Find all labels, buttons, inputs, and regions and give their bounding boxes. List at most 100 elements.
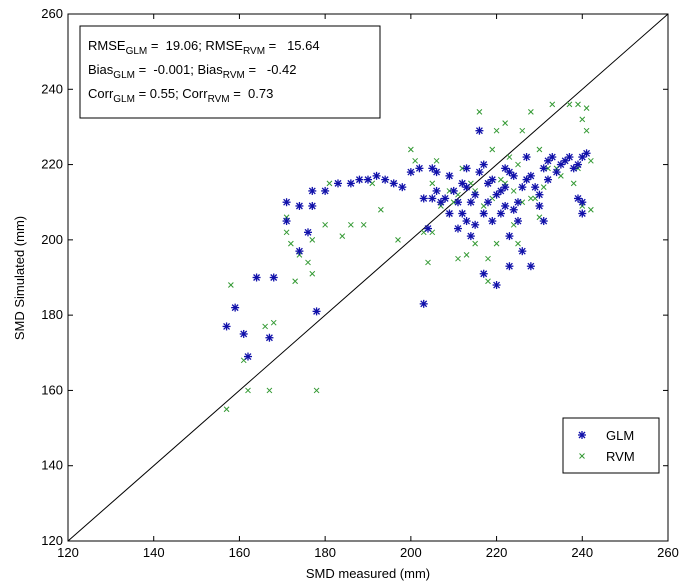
rvm-legend-symbol xyxy=(579,453,585,459)
stats-bias-value-glm: = -0.001; xyxy=(135,62,198,77)
rvm-point xyxy=(455,255,461,262)
rvm-point xyxy=(583,127,590,134)
rvm-point xyxy=(313,387,320,394)
glm-point xyxy=(458,209,467,218)
stats-bias-label-rvm: Bias xyxy=(197,62,223,77)
rvm-point xyxy=(485,278,491,285)
rvm-point xyxy=(570,180,577,187)
stats-corr-sub-glm: GLM xyxy=(113,94,135,105)
rvm-point xyxy=(519,199,526,206)
stats-bias-value-rvm: = -0.42 xyxy=(245,62,297,77)
data-points xyxy=(222,101,594,413)
legend-label-rvm: RVM xyxy=(606,449,635,464)
legend-rvm-marker xyxy=(579,453,585,459)
glm-point xyxy=(582,149,591,158)
y-tick-label: 140 xyxy=(41,458,63,473)
glm-point xyxy=(479,269,488,278)
legend-glm-marker xyxy=(578,431,586,439)
glm-point xyxy=(466,198,475,207)
rvm-point xyxy=(305,259,311,266)
glm-point xyxy=(372,171,381,180)
stats-line-corr: CorrGLM = 0.55; CorrRVM = 0.73 xyxy=(88,86,273,105)
x-tick-label: 140 xyxy=(143,545,165,560)
x-axis-label: SMD measured (mm) xyxy=(306,566,430,581)
glm-point xyxy=(445,209,454,218)
rvm-point xyxy=(536,146,543,153)
y-tick-label: 180 xyxy=(41,307,63,322)
stats-bias-sub-glm: GLM xyxy=(113,70,135,81)
legend-label-glm: GLM xyxy=(606,428,634,443)
y-tick-label: 220 xyxy=(41,157,63,172)
glm-point xyxy=(424,224,432,233)
rvm-point xyxy=(309,270,316,277)
rvm-point xyxy=(292,278,298,285)
glm-point xyxy=(514,198,522,207)
glm-point xyxy=(475,126,484,135)
glm-point xyxy=(526,171,535,180)
glm-point xyxy=(505,232,514,241)
glm-point xyxy=(565,153,574,162)
rvm-point xyxy=(223,406,230,413)
glm-point xyxy=(479,160,488,169)
stats-rmse-sub-rvm: RVM xyxy=(243,46,265,57)
rvm-point xyxy=(528,195,534,202)
rvm-point xyxy=(583,105,590,111)
glm-point xyxy=(471,190,480,199)
x-tick-label: 180 xyxy=(314,545,336,560)
x-tick-label: 220 xyxy=(486,545,508,560)
glm-point xyxy=(578,198,587,207)
rvm-point xyxy=(502,120,508,127)
glm-point xyxy=(389,179,398,188)
rvm-point xyxy=(322,221,328,228)
stats-rmse-value-rvm: = 15.64 xyxy=(265,38,320,53)
glm-point xyxy=(239,329,248,338)
glm-point xyxy=(308,186,317,195)
legend-frame xyxy=(562,417,660,474)
glm-point xyxy=(231,303,240,312)
glm-point xyxy=(492,281,501,290)
y-tick-label: 260 xyxy=(41,6,63,21)
rvm-point xyxy=(549,101,556,108)
glm-point xyxy=(505,262,514,271)
rvm-point xyxy=(228,282,234,288)
glm-point xyxy=(539,164,548,173)
rvm-point xyxy=(506,154,513,160)
glm-point xyxy=(462,183,471,192)
one-to-one-line xyxy=(67,13,669,542)
glm-point xyxy=(471,220,480,229)
rvm-point xyxy=(485,255,491,262)
x-tick-label: 200 xyxy=(400,545,422,560)
rvm-point xyxy=(309,237,316,243)
rvm-point xyxy=(463,252,470,258)
glm-point xyxy=(578,209,587,218)
rvm-point xyxy=(429,180,436,187)
glm-point xyxy=(454,224,462,233)
glm-point xyxy=(574,160,582,169)
axis-ticks: 120 140 160 180 200 220 240 260 120 140 160 180 200 2… xyxy=(41,6,679,560)
glm-point xyxy=(282,198,291,207)
rvm-point xyxy=(519,127,526,134)
x-tick-label: 240 xyxy=(571,545,593,560)
glm-point xyxy=(548,153,557,162)
rvm-point xyxy=(545,165,551,172)
glm-point xyxy=(501,183,510,192)
glm-point xyxy=(334,179,342,188)
stats-box: RMSEGLM = 19.06; RMSERVM = 15.64 BiasGLM… xyxy=(79,25,381,119)
glm-point xyxy=(556,160,565,169)
glm-point xyxy=(419,299,428,308)
rvm-point xyxy=(493,240,500,247)
glm-point xyxy=(432,168,441,177)
glm-point xyxy=(419,194,428,203)
legend: GLM RVM xyxy=(562,417,660,474)
stats-box-frame xyxy=(79,25,381,119)
stats-corr-value-rvm: = 0.73 xyxy=(230,86,274,101)
stats-rmse-sub-glm: GLM xyxy=(126,46,148,57)
rvm-point xyxy=(472,240,478,247)
rvm-point xyxy=(476,109,483,115)
glm-point xyxy=(445,171,454,180)
glm-legend-symbol xyxy=(578,431,586,439)
glm-point xyxy=(441,194,450,203)
rvm-point xyxy=(360,221,367,228)
glm-point xyxy=(509,205,518,214)
rvm-point xyxy=(425,259,431,266)
